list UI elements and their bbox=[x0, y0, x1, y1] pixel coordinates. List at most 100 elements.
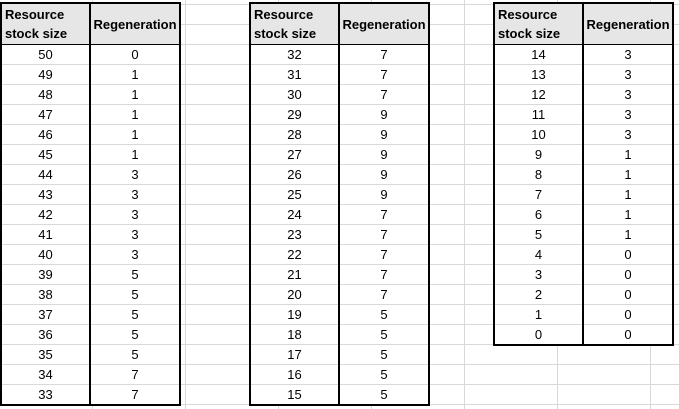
regeneration-cell[interactable]: 9 bbox=[339, 164, 429, 185]
regeneration-cell[interactable]: 7 bbox=[339, 64, 429, 85]
regeneration-cell[interactable]: 7 bbox=[131, 387, 139, 402]
stock-size-cell[interactable]: 15 bbox=[250, 384, 340, 405]
stock-size-cell[interactable]: 23 bbox=[250, 224, 340, 245]
stock-size-cell[interactable]: 9 bbox=[494, 144, 584, 165]
regeneration-cell[interactable]: 7 bbox=[339, 244, 429, 265]
stock-size-cell[interactable]: 22 bbox=[250, 244, 340, 265]
regeneration-cell[interactable]: 3 bbox=[90, 204, 180, 225]
header-regeneration[interactable]: Regeneration bbox=[339, 3, 429, 45]
stock-size-cell[interactable]: 10 bbox=[494, 124, 584, 145]
stock-size-cell[interactable]: 47 bbox=[1, 104, 91, 125]
regeneration-cell[interactable]: 3 bbox=[90, 224, 180, 245]
stock-size-cell[interactable]: 46 bbox=[1, 124, 91, 145]
regeneration-cell[interactable]: 9 bbox=[339, 144, 429, 165]
regeneration-cell[interactable]: 5 bbox=[339, 324, 429, 345]
stock-size-cell[interactable]: 33 bbox=[1, 384, 91, 405]
regeneration-cell[interactable]: 0 bbox=[583, 264, 673, 285]
stock-size-cell[interactable]: 16 bbox=[250, 364, 340, 385]
regeneration-cell[interactable]: 5 bbox=[90, 284, 180, 305]
stock-size-cell[interactable]: 38 bbox=[1, 284, 91, 305]
stock-size-cell[interactable]: 28 bbox=[250, 124, 340, 145]
stock-size-cell[interactable]: 17 bbox=[250, 344, 340, 365]
stock-size-cell[interactable]: 2 bbox=[494, 284, 584, 305]
regeneration-cell[interactable]: 7 bbox=[90, 364, 180, 385]
stock-size-cell[interactable]: 40 bbox=[1, 244, 91, 265]
stock-size-cell[interactable]: 14 bbox=[494, 44, 584, 65]
regeneration-cell[interactable]: 7 bbox=[339, 204, 429, 225]
regeneration-cell[interactable]: 5 bbox=[380, 387, 388, 402]
stock-size-cell[interactable]: 49 bbox=[1, 64, 91, 85]
stock-size-cell[interactable]: 18 bbox=[250, 324, 340, 345]
stock-size-cell[interactable]: 36 bbox=[1, 324, 91, 345]
header-resource-stock-size[interactable]: Resource stock size bbox=[250, 3, 340, 45]
regeneration-cell[interactable]: 3 bbox=[583, 124, 673, 145]
stock-size-cell[interactable]: 29 bbox=[250, 104, 340, 125]
regeneration-cell[interactable]: 5 bbox=[90, 304, 180, 325]
regeneration-cell[interactable]: 0 bbox=[583, 304, 673, 325]
regeneration-cell[interactable]: 3 bbox=[90, 244, 180, 265]
stock-size-cell[interactable]: 25 bbox=[250, 184, 340, 205]
regeneration-cell[interactable]: 1 bbox=[583, 184, 673, 205]
stock-size-cell[interactable]: 30 bbox=[250, 84, 340, 105]
regeneration-cell[interactable]: 1 bbox=[90, 84, 180, 105]
stock-size-cell[interactable]: 26 bbox=[250, 164, 340, 185]
stock-size-cell[interactable]: 39 bbox=[1, 264, 91, 285]
regeneration-cell[interactable]: 1 bbox=[90, 124, 180, 145]
regeneration-cell[interactable]: 3 bbox=[90, 184, 180, 205]
stock-size-cell[interactable]: 6 bbox=[494, 204, 584, 225]
regeneration-cell[interactable]: 7 bbox=[339, 44, 429, 65]
header-resource-stock-size[interactable]: Resource stock size bbox=[494, 3, 584, 45]
regeneration-cell[interactable]: 7 bbox=[339, 264, 429, 285]
regeneration-cell[interactable]: 7 bbox=[339, 84, 429, 105]
stock-size-cell[interactable]: 12 bbox=[494, 84, 584, 105]
header-regeneration[interactable]: Regeneration bbox=[583, 3, 673, 45]
regeneration-cell[interactable]: 1 bbox=[583, 144, 673, 165]
stock-size-cell[interactable]: 31 bbox=[250, 64, 340, 85]
regeneration-cell[interactable]: 5 bbox=[90, 264, 180, 285]
regeneration-cell[interactable]: 5 bbox=[90, 324, 180, 345]
regeneration-cell[interactable]: 5 bbox=[339, 344, 429, 365]
regeneration-cell[interactable]: 5 bbox=[339, 304, 429, 325]
regeneration-cell[interactable]: 0 bbox=[583, 284, 673, 305]
regeneration-cell[interactable]: 3 bbox=[583, 84, 673, 105]
stock-size-cell[interactable]: 3 bbox=[494, 264, 584, 285]
regeneration-cell[interactable]: 1 bbox=[90, 144, 180, 165]
regeneration-cell[interactable]: 3 bbox=[90, 164, 180, 185]
stock-size-cell[interactable]: 48 bbox=[1, 84, 91, 105]
header-resource-stock-size[interactable]: Resource stock size bbox=[1, 3, 91, 45]
regeneration-cell[interactable]: 5 bbox=[90, 344, 180, 365]
regeneration-cell[interactable]: 3 bbox=[583, 64, 673, 85]
regeneration-cell[interactable]: 9 bbox=[339, 184, 429, 205]
regeneration-cell[interactable]: 3 bbox=[583, 104, 673, 125]
regeneration-cell[interactable]: 1 bbox=[90, 64, 180, 85]
regeneration-cell[interactable]: 1 bbox=[583, 204, 673, 225]
stock-size-cell[interactable]: 24 bbox=[250, 204, 340, 225]
regeneration-cell[interactable]: 1 bbox=[583, 224, 673, 245]
stock-size-cell[interactable]: 0 bbox=[494, 324, 584, 345]
stock-size-cell[interactable]: 21 bbox=[250, 264, 340, 285]
stock-size-cell[interactable]: 4 bbox=[494, 244, 584, 265]
regeneration-cell[interactable]: 1 bbox=[583, 164, 673, 185]
regeneration-cell[interactable]: 0 bbox=[624, 327, 632, 342]
stock-size-cell[interactable]: 35 bbox=[1, 344, 91, 365]
stock-size-cell[interactable]: 37 bbox=[1, 304, 91, 325]
regeneration-cell[interactable]: 1 bbox=[90, 104, 180, 125]
stock-size-cell[interactable]: 8 bbox=[494, 164, 584, 185]
stock-size-cell[interactable]: 27 bbox=[250, 144, 340, 165]
stock-size-cell[interactable]: 32 bbox=[250, 44, 340, 65]
regeneration-cell[interactable]: 0 bbox=[583, 244, 673, 265]
stock-size-cell[interactable]: 41 bbox=[1, 224, 91, 245]
regeneration-cell[interactable]: 9 bbox=[339, 124, 429, 145]
regeneration-cell[interactable]: 5 bbox=[339, 364, 429, 385]
header-regeneration[interactable]: Regeneration bbox=[90, 3, 180, 45]
stock-size-cell[interactable]: 5 bbox=[494, 224, 584, 245]
stock-size-cell[interactable]: 43 bbox=[1, 184, 91, 205]
stock-size-cell[interactable]: 50 bbox=[1, 44, 91, 65]
stock-size-cell[interactable]: 44 bbox=[1, 164, 91, 185]
regeneration-cell[interactable]: 3 bbox=[583, 44, 673, 65]
stock-size-cell[interactable]: 19 bbox=[250, 304, 340, 325]
regeneration-cell[interactable]: 9 bbox=[339, 104, 429, 125]
stock-size-cell[interactable]: 1 bbox=[494, 304, 584, 325]
stock-size-cell[interactable]: 11 bbox=[494, 104, 584, 125]
regeneration-cell[interactable]: 0 bbox=[90, 44, 180, 65]
